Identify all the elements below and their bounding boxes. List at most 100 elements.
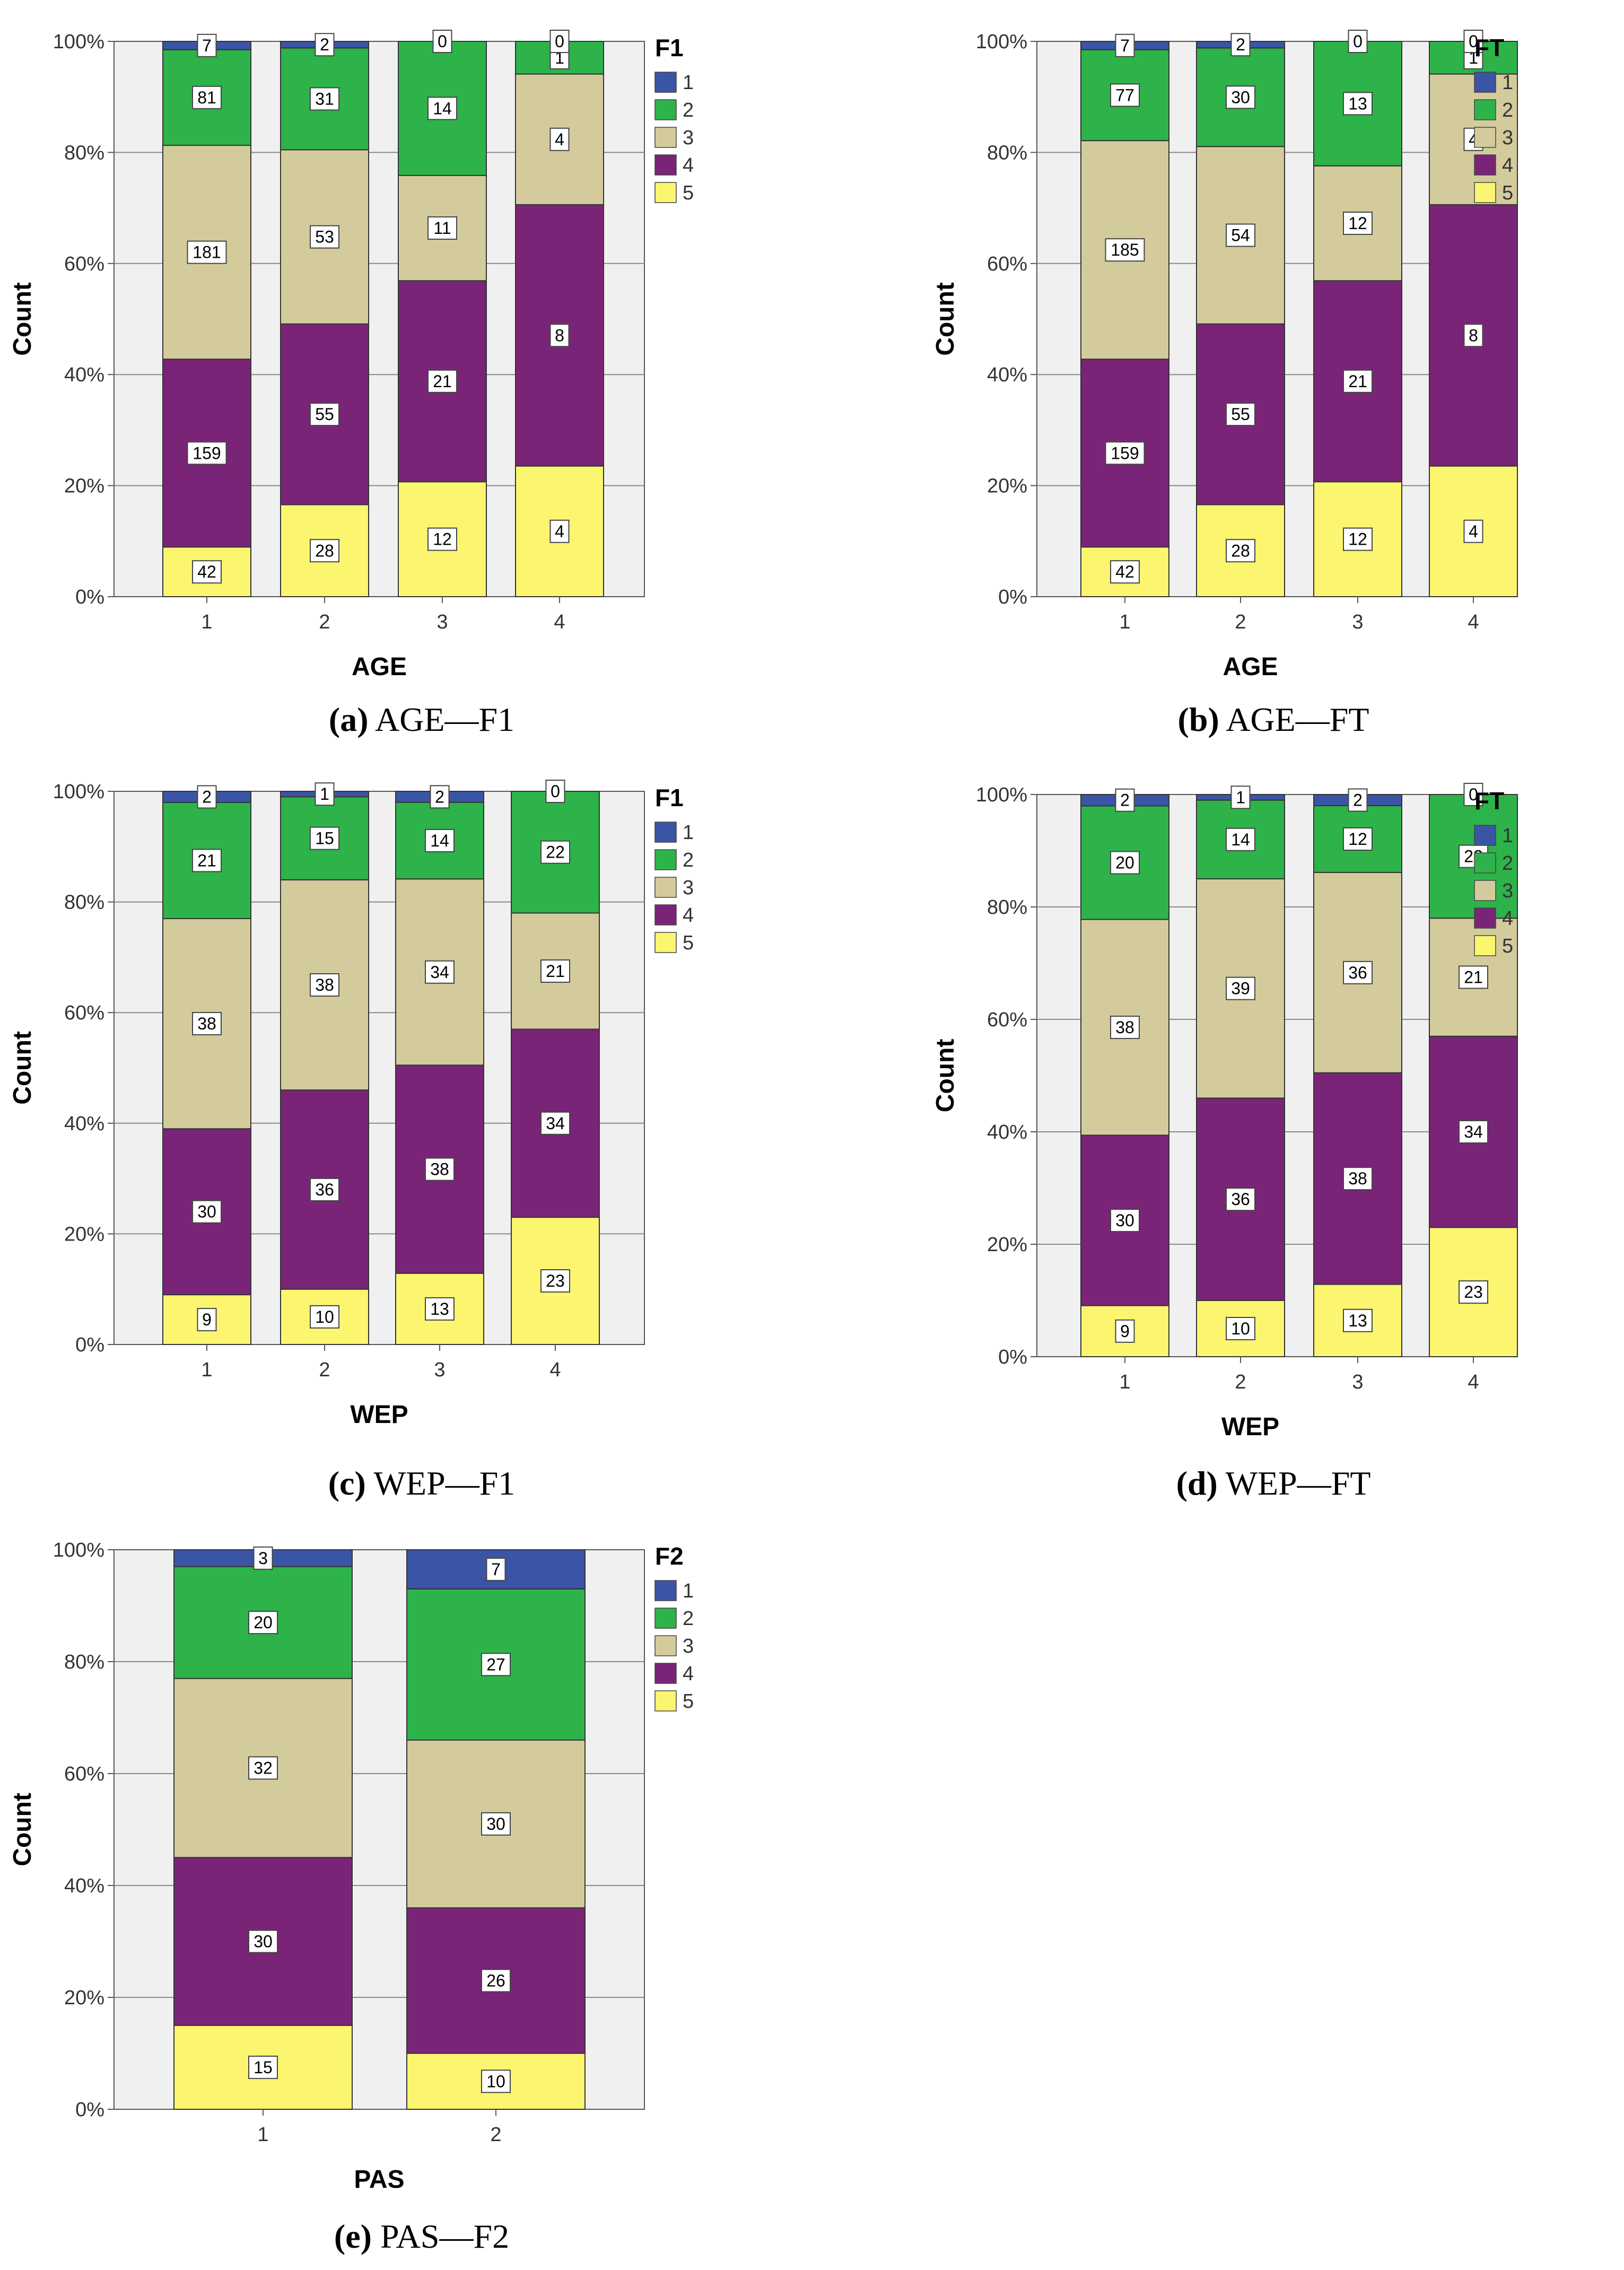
- legend-swatch-1: [1474, 825, 1496, 846]
- legend-swatch-3: [1474, 880, 1496, 901]
- data-label-cat1-series5: 42: [1115, 562, 1134, 581]
- data-label-cat3-series2: 13: [1348, 94, 1367, 113]
- legend-swatch-3: [654, 877, 677, 898]
- y-tick-label: 20%: [64, 1223, 104, 1245]
- legend-label-2: 2: [683, 99, 694, 121]
- y-tick-label: 80%: [64, 892, 104, 914]
- data-label-box: [192, 1200, 222, 1224]
- bar-segment-cat2-series4: [280, 323, 369, 505]
- y-tick-label: 0%: [998, 586, 1027, 608]
- y-tick-label: 40%: [987, 1121, 1027, 1143]
- caption-d: (d) WEP—FT: [923, 1464, 1624, 1503]
- data-label-box: [1463, 30, 1483, 53]
- y-tick-label: 80%: [64, 1651, 104, 1673]
- data-label-box: [549, 30, 570, 53]
- x-axis-title: AGE: [352, 653, 407, 681]
- data-label-cat4-series5: 4: [1469, 522, 1478, 541]
- legend-label-3: 3: [1502, 880, 1513, 902]
- data-label-box: [1459, 965, 1488, 989]
- data-label-box: [310, 973, 339, 997]
- legend-swatch-5: [1474, 182, 1496, 203]
- legend-swatch-1: [654, 822, 677, 843]
- data-label-box: [1343, 1308, 1373, 1332]
- data-label-box: [545, 780, 565, 803]
- legend-label-2: 2: [683, 1608, 694, 1630]
- legend-label-5: 5: [1502, 182, 1513, 204]
- data-label-cat2-series3: 54: [1231, 226, 1250, 245]
- x-tick-label: 2: [490, 2124, 501, 2146]
- data-label-cat2-series2: 31: [315, 89, 334, 108]
- data-label-cat2-series4: 55: [1231, 405, 1250, 424]
- legend-title: FT: [1474, 787, 1504, 815]
- data-label-box: [187, 441, 227, 465]
- data-label-cat2-series4: 26: [486, 1971, 505, 1990]
- y-tick-label: 40%: [64, 1113, 104, 1135]
- data-label-box: [192, 85, 222, 109]
- data-label-box: [1110, 1209, 1140, 1233]
- data-label-box: [310, 1305, 339, 1329]
- x-tick-label: 1: [201, 1359, 212, 1381]
- data-label-box: [1226, 976, 1255, 1000]
- data-label-box: [1463, 783, 1483, 806]
- legend-label-2: 2: [1502, 99, 1513, 121]
- bar-segment-cat1-series5: [1080, 546, 1169, 598]
- legend-label-1: 1: [1502, 72, 1513, 94]
- y-tick-label: 60%: [987, 253, 1027, 275]
- data-label-cat2-series2: 30: [1231, 88, 1250, 107]
- data-label-cat4-series1: 0: [551, 782, 560, 801]
- legend-label-1: 1: [683, 822, 694, 844]
- data-label-box: [425, 1157, 455, 1181]
- data-label-cat3-series3: 34: [430, 963, 449, 982]
- data-label-cat2-series3: 53: [315, 228, 334, 247]
- y-tick-label: 60%: [64, 253, 104, 275]
- data-label-cat2-series2: 15: [315, 829, 334, 848]
- data-label-cat2-series2: 14: [1231, 830, 1250, 849]
- x-tick-label: 1: [257, 2124, 268, 2146]
- data-label-box: [192, 560, 222, 584]
- data-label-box: [1226, 1317, 1255, 1340]
- chart-svg-e: 0%20%40%60%80%100%Count15303220311026302…: [8, 1539, 694, 2194]
- data-label-cat1-series2: 20: [254, 1613, 273, 1632]
- caption-b-letter: (b): [1177, 701, 1219, 738]
- data-label-box: [192, 1012, 222, 1036]
- legend-label-3: 3: [683, 127, 694, 149]
- data-label-cat1-series1: 2: [202, 787, 212, 806]
- legend-label-5: 5: [1502, 935, 1513, 957]
- legend-label-4: 4: [683, 904, 694, 927]
- data-label-cat1-series5: 42: [197, 562, 216, 581]
- chart-svg-c: 0%20%40%60%80%100%Count93038212110363815…: [8, 780, 694, 1429]
- legend-title: F2: [655, 1542, 684, 1570]
- data-label-cat2-series5: 10: [486, 2072, 505, 2091]
- caption-d-letter: (d): [1176, 1464, 1218, 1502]
- data-label-cat2-series2: 27: [486, 1655, 505, 1674]
- x-tick-label: 1: [1119, 611, 1130, 633]
- data-label-box: [1230, 33, 1251, 57]
- legend-title: FT: [1474, 34, 1504, 62]
- data-label-box: [197, 1308, 217, 1332]
- data-label-cat4-series4: 8: [555, 326, 564, 345]
- data-label-cat4-series4: 34: [546, 1114, 565, 1133]
- legend-label-3: 3: [683, 877, 694, 899]
- data-label-box: [1110, 851, 1140, 875]
- data-label-box: [310, 225, 339, 249]
- y-tick-label: 80%: [64, 142, 104, 164]
- data-label-cat1-series4: 30: [1115, 1211, 1134, 1230]
- chart-svg-b: 0%20%40%60%80%100%Count42159185777128555…: [931, 30, 1518, 681]
- caption-e-text: PAS—F2: [380, 2217, 510, 2255]
- y-axis-title: Count: [931, 1039, 959, 1113]
- y-tick-label: 100%: [976, 784, 1027, 806]
- y-axis-title: Count: [931, 282, 959, 356]
- data-label-box: [427, 97, 457, 120]
- chart-panel-b: 0% 20% 40% 60% 80% 100% Count 42 159 185 77 7 1 28 55 5…: [923, 0, 1624, 689]
- legend-swatch-3: [654, 1635, 677, 1656]
- data-label-cat1-series3: 38: [1115, 1018, 1134, 1037]
- data-label-box: [1110, 1015, 1140, 1039]
- data-label-box: [1110, 83, 1140, 107]
- y-tick-label: 0%: [998, 1346, 1027, 1368]
- chart-panel-c: 0% 20% 40% 60% 80% 100% Count 9 30 38 21 2 1 10 36 38 15…: [0, 758, 843, 1459]
- data-label-box: [540, 1269, 570, 1293]
- caption-a: (a) AGE—F1: [0, 700, 843, 739]
- y-tick-label: 100%: [53, 781, 104, 803]
- data-label-box: [481, 2070, 511, 2093]
- data-label-cat1-series5: 9: [1120, 1322, 1130, 1341]
